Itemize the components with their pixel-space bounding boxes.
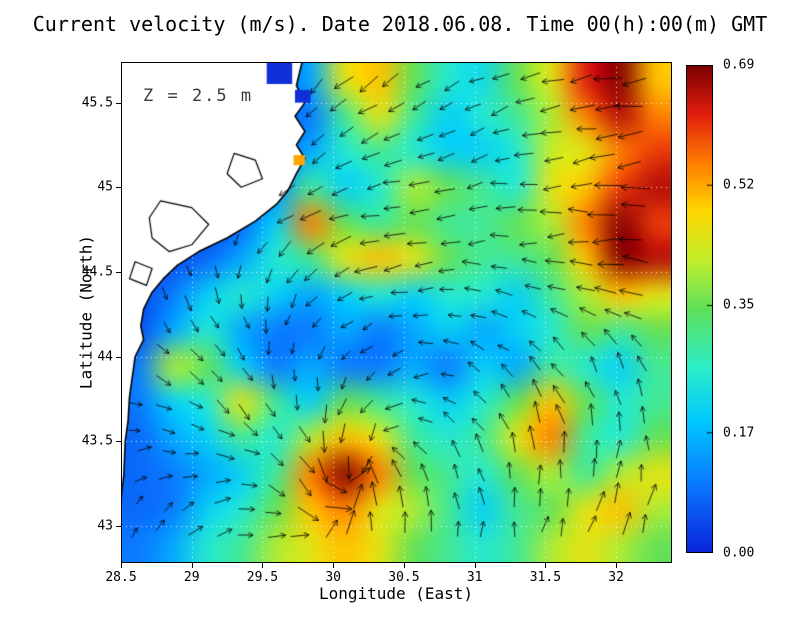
x-tick-mark <box>474 563 476 568</box>
x-tick-mark <box>616 563 618 568</box>
x-tick-label: 30 <box>325 570 342 585</box>
y-tick-label: 43 <box>97 518 113 534</box>
x-tick-label: 28.5 <box>105 570 137 585</box>
x-tick-mark <box>262 563 264 568</box>
y-tick-mark <box>116 102 121 104</box>
y-tick-label: 43.5 <box>81 433 113 449</box>
depth-annotation: Z = 2.5 m <box>143 86 254 106</box>
colorbar-tick-label: 0.35 <box>723 297 755 313</box>
colorbar-canvas <box>686 65 713 553</box>
y-tick-mark <box>116 356 121 358</box>
y-tick-label: 44 <box>97 349 113 364</box>
x-tick-mark <box>191 563 193 568</box>
y-tick-mark <box>116 187 121 189</box>
velocity-map-canvas <box>121 62 672 563</box>
colorbar-tick-label: 0.69 <box>723 57 755 73</box>
y-axis-label: Latitude (North) <box>76 234 96 390</box>
chart-title: Current velocity (m/s). Date 2018.06.08.… <box>32 12 768 36</box>
plot-area: Z = 2.5 m <box>121 62 672 563</box>
colorbar-tick-label: 0.52 <box>723 177 755 193</box>
x-tick-label: 29 <box>183 570 200 585</box>
y-tick-label: 45.5 <box>81 95 113 111</box>
y-tick-mark <box>116 525 121 527</box>
y-tick-mark <box>116 441 121 443</box>
y-tick-label: 45 <box>97 179 113 195</box>
x-tick-label: 31 <box>466 570 483 585</box>
x-tick-label: 32 <box>608 570 624 585</box>
colorbar-tick-label: 0.00 <box>723 545 755 561</box>
x-tick-mark <box>403 563 405 568</box>
colorbar-tick-label: 0.17 <box>723 425 755 441</box>
x-tick-label: 29.5 <box>246 570 279 585</box>
y-tick-label: 44.5 <box>81 264 113 280</box>
x-tick-mark <box>545 563 547 568</box>
x-axis-label: Longitude (East) <box>318 584 474 603</box>
x-tick-label: 31.5 <box>529 570 562 585</box>
x-tick-mark <box>121 563 122 568</box>
x-tick-label: 30.5 <box>388 570 420 585</box>
y-tick-mark <box>116 271 121 273</box>
colorbar <box>686 65 713 553</box>
x-tick-mark <box>333 563 335 568</box>
